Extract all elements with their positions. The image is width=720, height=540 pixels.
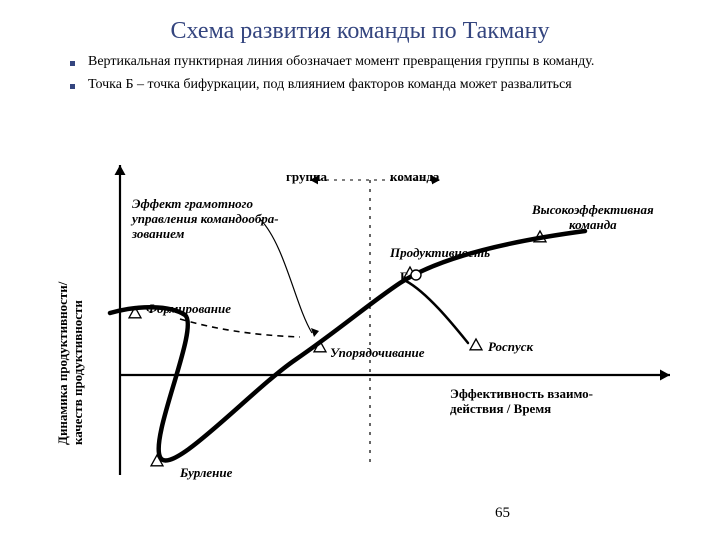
- label-management: Эффект грамотного управления командообра…: [132, 197, 279, 242]
- label-management-l1: Эффект грамотного: [132, 196, 253, 211]
- page-title: Схема развития команды по Такману: [0, 18, 720, 45]
- label-pointb: Б: [400, 269, 409, 285]
- label-storming: Бурление: [180, 465, 232, 481]
- tuckman-chart: группа команда Эффект грамотного управле…: [40, 155, 680, 495]
- bullet-list: Вертикальная пунктирная линия обозначает…: [70, 53, 650, 95]
- label-management-l3: зованием: [132, 226, 184, 241]
- label-highperf-l2: команда: [569, 217, 617, 232]
- label-management-l2: управления командообра-: [132, 211, 279, 226]
- label-dissolve: Роспуск: [488, 339, 533, 355]
- label-yaxis-l1: Динамика продуктивности/: [55, 282, 70, 445]
- label-norming: Упорядочивание: [330, 345, 425, 361]
- label-xaxis-l1: Эффективность взаимо-: [450, 386, 593, 401]
- label-group: группа: [286, 169, 327, 185]
- label-forming: Формирование: [146, 301, 231, 317]
- label-team: команда: [390, 169, 439, 185]
- page-number: 65: [495, 505, 510, 522]
- label-performing: Продуктивность: [390, 245, 490, 261]
- bullet-item: Точка Б – точка бифуркации, под влиянием…: [70, 76, 650, 95]
- label-xaxis: Эффективность взаимо- действия / Время: [450, 387, 593, 417]
- label-yaxis-l2: качеств продуктивности: [70, 300, 85, 445]
- label-xaxis-l2: действия / Время: [450, 401, 551, 416]
- label-yaxis: Динамика продуктивности/ качеств продукт…: [56, 282, 86, 445]
- label-highperf: Высокоэффективная команда: [532, 203, 654, 233]
- label-highperf-l1: Высокоэффективная: [532, 202, 654, 217]
- bullet-item: Вертикальная пунктирная линия обозначает…: [70, 53, 650, 72]
